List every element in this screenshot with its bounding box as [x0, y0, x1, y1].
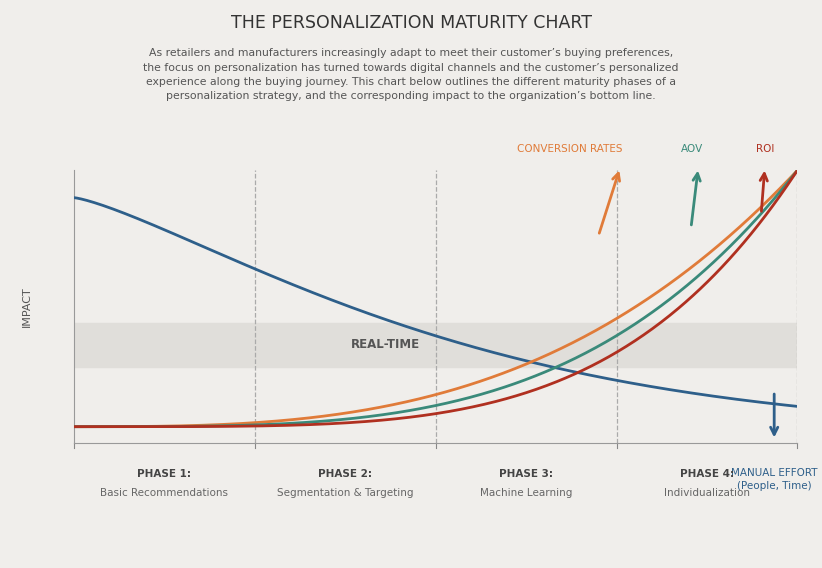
Text: As retailers and manufacturers increasingly adapt to meet their customer’s buyin: As retailers and manufacturers increasin…	[143, 48, 679, 102]
Bar	[74, 323, 797, 367]
Text: AOV: AOV	[681, 144, 704, 154]
Text: Machine Learning: Machine Learning	[480, 488, 572, 498]
Text: PHASE 3:: PHASE 3:	[499, 469, 553, 479]
Text: CONVERSION RATES: CONVERSION RATES	[517, 144, 622, 154]
Text: IMPACT: IMPACT	[22, 286, 32, 327]
Text: PHASE 1:: PHASE 1:	[137, 469, 192, 479]
Text: ROI: ROI	[755, 144, 774, 154]
Text: REAL-TIME: REAL-TIME	[350, 339, 419, 352]
Text: MANUAL EFFORT
(People, Time): MANUAL EFFORT (People, Time)	[731, 467, 817, 491]
Text: Segmentation & Targeting: Segmentation & Targeting	[277, 488, 413, 498]
Text: PHASE 2:: PHASE 2:	[318, 469, 372, 479]
Text: THE PERSONALIZATION MATURITY CHART: THE PERSONALIZATION MATURITY CHART	[230, 14, 592, 32]
Text: Basic Recommendations: Basic Recommendations	[100, 488, 229, 498]
Text: PHASE 4:: PHASE 4:	[680, 469, 734, 479]
Text: Individualization: Individualization	[664, 488, 750, 498]
